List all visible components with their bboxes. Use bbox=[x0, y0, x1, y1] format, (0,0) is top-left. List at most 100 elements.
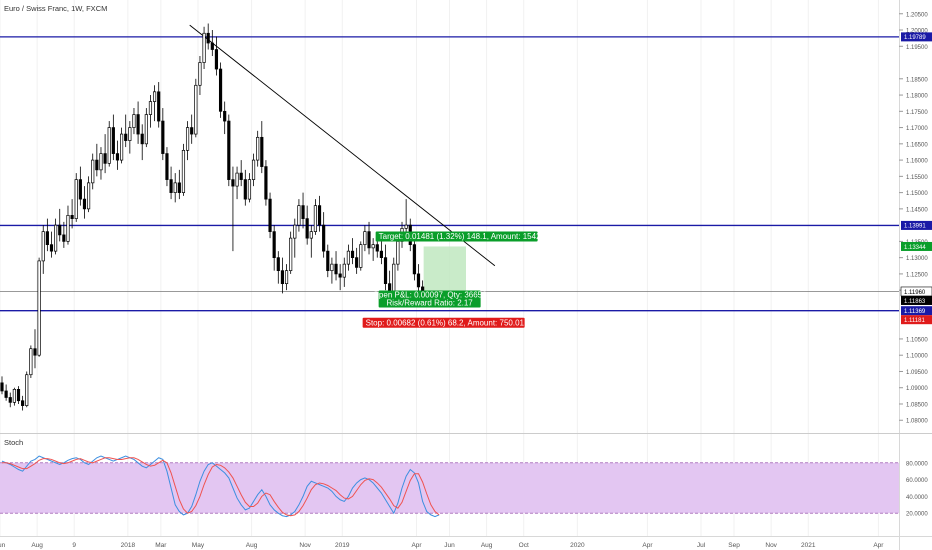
candle bbox=[243, 169, 247, 206]
candle bbox=[272, 225, 276, 271]
price-tick-label: 1.08500 bbox=[906, 402, 928, 408]
candle bbox=[33, 329, 37, 369]
candle-body bbox=[107, 127, 111, 164]
candle-body bbox=[379, 250, 383, 258]
stoch-tick-label: 80.0000 bbox=[906, 461, 928, 467]
price-tick-label: 1.18500 bbox=[906, 77, 928, 83]
candle bbox=[363, 225, 367, 252]
candle-body bbox=[25, 374, 29, 406]
candle bbox=[165, 147, 169, 187]
candle bbox=[37, 257, 41, 357]
price-tick-label: 1.20000 bbox=[906, 29, 928, 35]
candle-body bbox=[169, 179, 173, 193]
candle bbox=[301, 192, 305, 229]
candle bbox=[305, 205, 309, 245]
time-tick-label: 2020 bbox=[570, 542, 585, 549]
price-tag: 1.11960 bbox=[900, 286, 932, 297]
candle bbox=[326, 244, 330, 278]
price-tag-label: 1.19789 bbox=[904, 35, 926, 41]
candle-body bbox=[198, 62, 202, 86]
candle bbox=[82, 186, 87, 219]
candle bbox=[41, 225, 45, 274]
candle-body bbox=[412, 244, 416, 275]
price-tag-label: 1.11369 bbox=[904, 309, 926, 315]
candle bbox=[0, 376, 4, 395]
candle bbox=[157, 82, 161, 128]
candle-body bbox=[194, 84, 198, 135]
price-tick-label: 1.13000 bbox=[906, 256, 928, 262]
candle-body bbox=[12, 389, 16, 403]
candle bbox=[256, 130, 260, 167]
candle bbox=[29, 345, 33, 378]
position-profit-zone bbox=[423, 246, 466, 292]
candle bbox=[103, 134, 107, 174]
stoch-d-line bbox=[2, 457, 440, 517]
candle bbox=[334, 251, 338, 281]
candle bbox=[371, 238, 375, 261]
candle bbox=[198, 56, 202, 96]
candle bbox=[247, 173, 252, 203]
candle bbox=[8, 392, 12, 408]
candle-body bbox=[111, 127, 115, 154]
time-tick-label: 2018 bbox=[121, 542, 136, 549]
candle bbox=[264, 160, 268, 206]
target-label: Target: 0.01481 (1.32%) 148.1, Amount: 1… bbox=[379, 232, 553, 241]
candle-body bbox=[91, 159, 95, 184]
candle-body bbox=[29, 348, 33, 376]
time-tick-label: Mar bbox=[155, 542, 167, 549]
candle bbox=[140, 124, 144, 161]
price-tag: 1.13991 bbox=[901, 220, 932, 230]
candle-body bbox=[293, 224, 297, 239]
candle bbox=[177, 169, 181, 200]
candle-body bbox=[338, 273, 342, 278]
time-tick-label: Jul bbox=[697, 542, 706, 549]
stoch-band bbox=[0, 462, 899, 514]
price-tick-label: 1.16000 bbox=[906, 159, 928, 165]
price-tick-label: 1.09500 bbox=[906, 370, 928, 376]
candle-body bbox=[371, 244, 375, 249]
time-tick-label: May bbox=[192, 542, 205, 549]
candle-body bbox=[276, 257, 280, 272]
candle-body bbox=[136, 114, 140, 135]
trend-line[interactable] bbox=[189, 24, 496, 267]
price-tag-label: 1.13344 bbox=[904, 245, 926, 251]
stop-label-box[interactable]: Stop: 0.00682 (0.61%) 68.2, Amount: 750.… bbox=[362, 317, 525, 328]
price-tag-bg bbox=[901, 32, 932, 42]
candle-body bbox=[132, 114, 136, 128]
time-tick-label: Aug bbox=[31, 542, 43, 549]
price-tick-label: 1.10500 bbox=[906, 337, 928, 343]
candle bbox=[25, 371, 29, 408]
candle-body bbox=[375, 244, 379, 252]
price-tick-label: 1.08000 bbox=[906, 419, 928, 425]
candle-body bbox=[326, 250, 330, 272]
time-axis[interactable]: Jun Aug 9 2018 Mar May Aug Nov 2019 Apr Jun Aug Oct 2… bbox=[0, 542, 884, 549]
candle bbox=[70, 199, 74, 229]
candle-body bbox=[218, 68, 223, 112]
candle bbox=[235, 166, 239, 200]
target-label-box[interactable]: Target: 0.01481 (1.32%) 148.1, Amount: 1… bbox=[375, 231, 553, 242]
candle-body bbox=[334, 263, 338, 275]
candle-body bbox=[115, 153, 120, 161]
stoch-axis[interactable]: 80.0000 60.0000 40.0000 20.0000 bbox=[906, 461, 928, 517]
candle bbox=[66, 205, 70, 245]
candle bbox=[128, 121, 132, 154]
candle-body bbox=[128, 127, 132, 141]
open-pnl-label-box[interactable]: Open P&L: 0.00097, Qty: 36656 Risk/Rewar… bbox=[373, 290, 487, 308]
price-tag-label: 1.11181 bbox=[904, 318, 925, 324]
candle-body bbox=[181, 149, 186, 193]
candle-body bbox=[227, 120, 231, 180]
candle bbox=[289, 231, 293, 274]
candle bbox=[95, 143, 99, 177]
candle bbox=[54, 218, 58, 255]
candle-body bbox=[8, 397, 12, 403]
candle bbox=[202, 26, 206, 70]
price-tag-bg bbox=[901, 315, 932, 325]
candle bbox=[74, 173, 78, 222]
target-box-bg bbox=[375, 231, 538, 242]
stoch-tick-label: 20.0000 bbox=[906, 512, 928, 518]
candle bbox=[383, 244, 388, 291]
price-tag-label: 1.11863 bbox=[904, 299, 926, 305]
candle bbox=[194, 78, 198, 138]
time-tick-label: Aug bbox=[481, 542, 493, 549]
